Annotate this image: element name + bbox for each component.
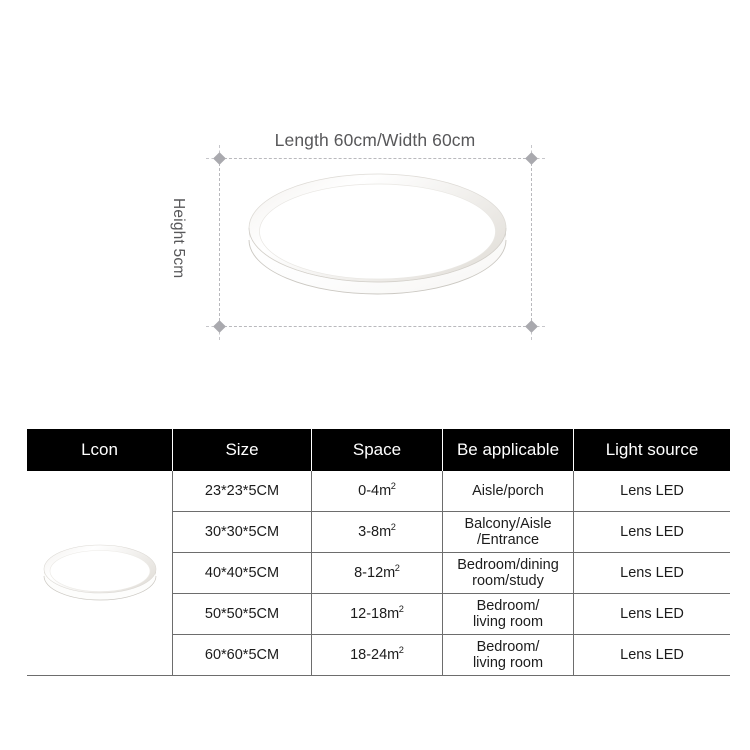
- icon-cell: [27, 471, 173, 676]
- cell-light-source: Lens LED: [573, 552, 730, 594]
- space-value: 0-4: [358, 482, 380, 499]
- guide-stub-right-bottom: [531, 326, 532, 340]
- space-exponent: 2: [398, 645, 404, 656]
- table-row: 60*60*5CM 18-24m2 Bedroom/ living room L…: [27, 634, 730, 676]
- guide-stub-bottom-right: [531, 326, 545, 327]
- space-exponent: 2: [390, 522, 396, 533]
- space-unit: m: [379, 523, 392, 540]
- cell-applicable: Aisle/porch: [442, 471, 574, 512]
- height-dimension-label: Height 5cm: [170, 198, 187, 279]
- space-exponent: 2: [390, 481, 396, 492]
- dimension-title: Length 60cm/Width 60cm: [274, 130, 476, 150]
- cell-size: 30*30*5CM: [172, 511, 312, 553]
- cell-light-source: Lens LED: [573, 471, 730, 512]
- guide-stub-left-bottom: [219, 326, 220, 340]
- cell-light-source: Lens LED: [573, 634, 730, 676]
- column-header-space: Space: [311, 429, 443, 471]
- cell-applicable: Bedroom/dining room/study: [442, 552, 574, 594]
- space-value: 8-12: [354, 564, 384, 581]
- dimension-marker-top-right: [524, 151, 538, 165]
- table-body: 23*23*5CM 0-4m2 Aisle/porch Lens LED 30*…: [27, 471, 730, 676]
- dimension-marker-bottom-left: [212, 319, 226, 333]
- table-header-row: Lcon Size Space Be applicable Light sour…: [27, 429, 730, 471]
- space-unit: m: [379, 482, 392, 499]
- ceiling-lamp-icon: [248, 173, 507, 295]
- guide-stub-top-right: [531, 158, 545, 159]
- space-value: 12-18: [350, 605, 388, 622]
- cell-space: 0-4m2: [311, 471, 443, 512]
- space-exponent: 2: [394, 563, 400, 574]
- cell-light-source: Lens LED: [573, 593, 730, 635]
- cell-space: 12-18m2: [311, 593, 443, 635]
- dimension-diagram: Length 60cm/Width 60cm Height 5cm: [170, 130, 545, 340]
- cell-space: 8-12m2: [311, 552, 443, 594]
- guide-line-right: [531, 158, 532, 326]
- cell-applicable: Bedroom/ living room: [442, 593, 574, 635]
- cell-space: 18-24m2: [311, 634, 443, 676]
- cell-space: 3-8m2: [311, 511, 443, 553]
- table-row: 50*50*5CM 12-18m2 Bedroom/ living room L…: [27, 593, 730, 635]
- space-unit: m: [383, 564, 396, 581]
- cell-applicable: Balcony/Aisle /Entrance: [442, 511, 574, 553]
- specification-table: Lcon Size Space Be applicable Light sour…: [27, 429, 730, 676]
- guide-line-top: [219, 158, 531, 159]
- space-value: 3-8: [358, 523, 380, 540]
- cell-size: 60*60*5CM: [172, 634, 312, 676]
- column-header-size: Size: [172, 429, 312, 471]
- guide-line-bottom: [219, 326, 531, 327]
- table-row: 30*30*5CM 3-8m2 Balcony/Aisle /Entrance …: [27, 511, 730, 553]
- space-unit: m: [387, 605, 400, 622]
- table-row: 40*40*5CM 8-12m2 Bedroom/dining room/stu…: [27, 552, 730, 594]
- column-header-applicable: Be applicable: [442, 429, 574, 471]
- column-header-icon: Lcon: [27, 429, 173, 471]
- ceiling-lamp-icon-small: [43, 544, 156, 601]
- cell-light-source: Lens LED: [573, 511, 730, 553]
- table-row: 23*23*5CM 0-4m2 Aisle/porch Lens LED: [27, 471, 730, 676]
- space-unit: m: [387, 646, 400, 663]
- space-exponent: 2: [398, 604, 404, 615]
- ceiling-lamp-thumbnail: [41, 541, 159, 605]
- column-header-light-source: Light source: [573, 429, 730, 471]
- cell-size: 23*23*5CM: [172, 471, 312, 512]
- dimension-marker-top-left: [212, 151, 226, 165]
- dimension-marker-bottom-right: [524, 319, 538, 333]
- guide-line-left: [219, 158, 220, 326]
- space-value: 18-24: [350, 646, 388, 663]
- cell-applicable: Bedroom/ living room: [442, 634, 574, 676]
- cell-size: 50*50*5CM: [172, 593, 312, 635]
- cell-size: 40*40*5CM: [172, 552, 312, 594]
